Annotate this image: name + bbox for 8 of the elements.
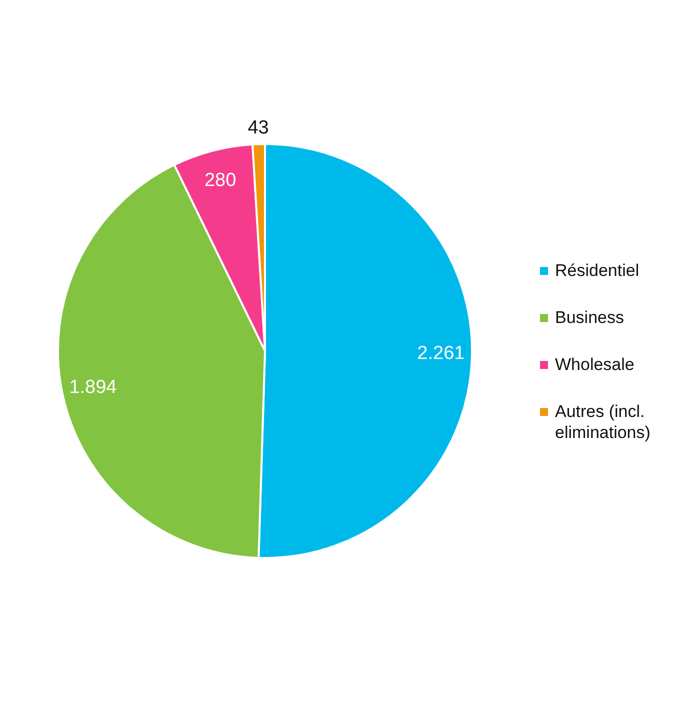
legend-label: Autres (incl. eliminations) [555, 401, 652, 443]
data-label: 280 [204, 170, 236, 192]
legend-label: Wholesale [555, 354, 634, 375]
data-label: 2.261 [417, 342, 465, 364]
legend-label: Résidentiel [555, 260, 640, 281]
data-label: 43 [248, 117, 269, 138]
data-label: 1.894 [69, 377, 118, 398]
legend-label: Business [555, 307, 624, 328]
